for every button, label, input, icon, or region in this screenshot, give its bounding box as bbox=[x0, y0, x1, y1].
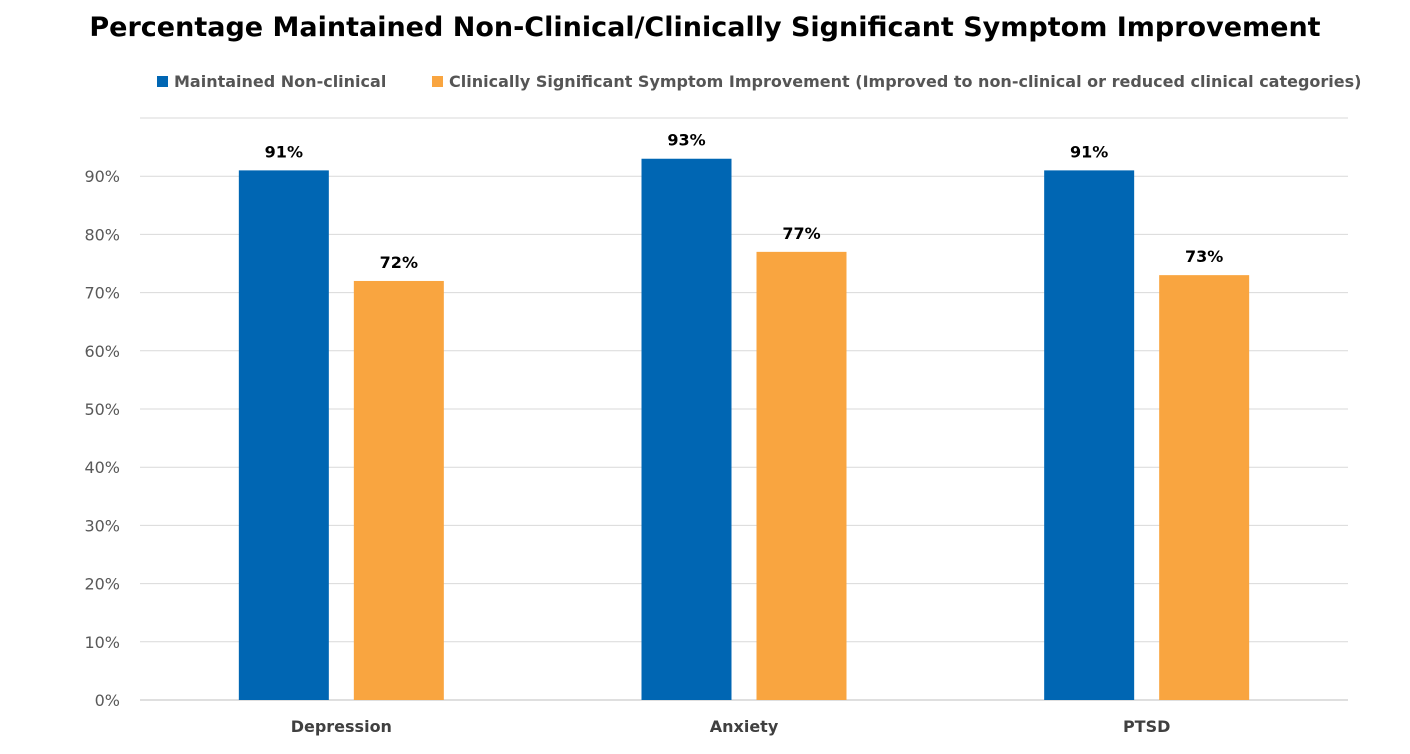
y-tick-label: 80% bbox=[84, 225, 120, 244]
data-label: 91% bbox=[1070, 142, 1108, 161]
y-tick-label: 30% bbox=[84, 516, 120, 535]
y-tick-label: 90% bbox=[84, 167, 120, 186]
y-tick-label: 10% bbox=[84, 633, 120, 652]
y-tick-label: 70% bbox=[84, 284, 120, 303]
category-label: PTSD bbox=[1123, 717, 1170, 736]
y-tick-label: 40% bbox=[84, 458, 120, 477]
legend-label-maintained: Maintained Non-clinical bbox=[174, 72, 387, 91]
data-label: 93% bbox=[667, 131, 705, 150]
data-label: 77% bbox=[782, 224, 820, 243]
bar-ptsd-maintained bbox=[1044, 170, 1135, 700]
y-tick-label: 20% bbox=[84, 575, 120, 594]
bar-anxiety-maintained bbox=[641, 158, 732, 701]
category-label: Depression bbox=[291, 717, 392, 736]
bar-ptsd-improvement bbox=[1159, 275, 1250, 700]
legend-item-improvement: Clinically Significant Symptom Improveme… bbox=[432, 72, 1361, 91]
bar-depression-improvement bbox=[353, 280, 444, 700]
legend-label-improvement: Clinically Significant Symptom Improveme… bbox=[449, 72, 1362, 91]
bar-depression-maintained bbox=[238, 170, 329, 700]
bar-anxiety-improvement bbox=[756, 251, 847, 701]
data-label: 72% bbox=[380, 253, 418, 272]
data-label: 73% bbox=[1185, 247, 1223, 266]
legend-swatch-improvement bbox=[432, 76, 443, 87]
y-tick-label: 60% bbox=[84, 342, 120, 361]
chart-title: Percentage Maintained Non-Clinical/Clini… bbox=[89, 12, 1321, 43]
legend: Maintained Non-clinical Clinically Signi… bbox=[0, 72, 1410, 94]
category-label: Anxiety bbox=[710, 717, 779, 736]
y-tick-label: 50% bbox=[84, 400, 120, 419]
y-tick-label: 0% bbox=[95, 691, 120, 710]
data-label: 91% bbox=[265, 142, 303, 161]
legend-item-maintained: Maintained Non-clinical bbox=[157, 72, 386, 91]
legend-swatch-maintained bbox=[157, 76, 168, 87]
